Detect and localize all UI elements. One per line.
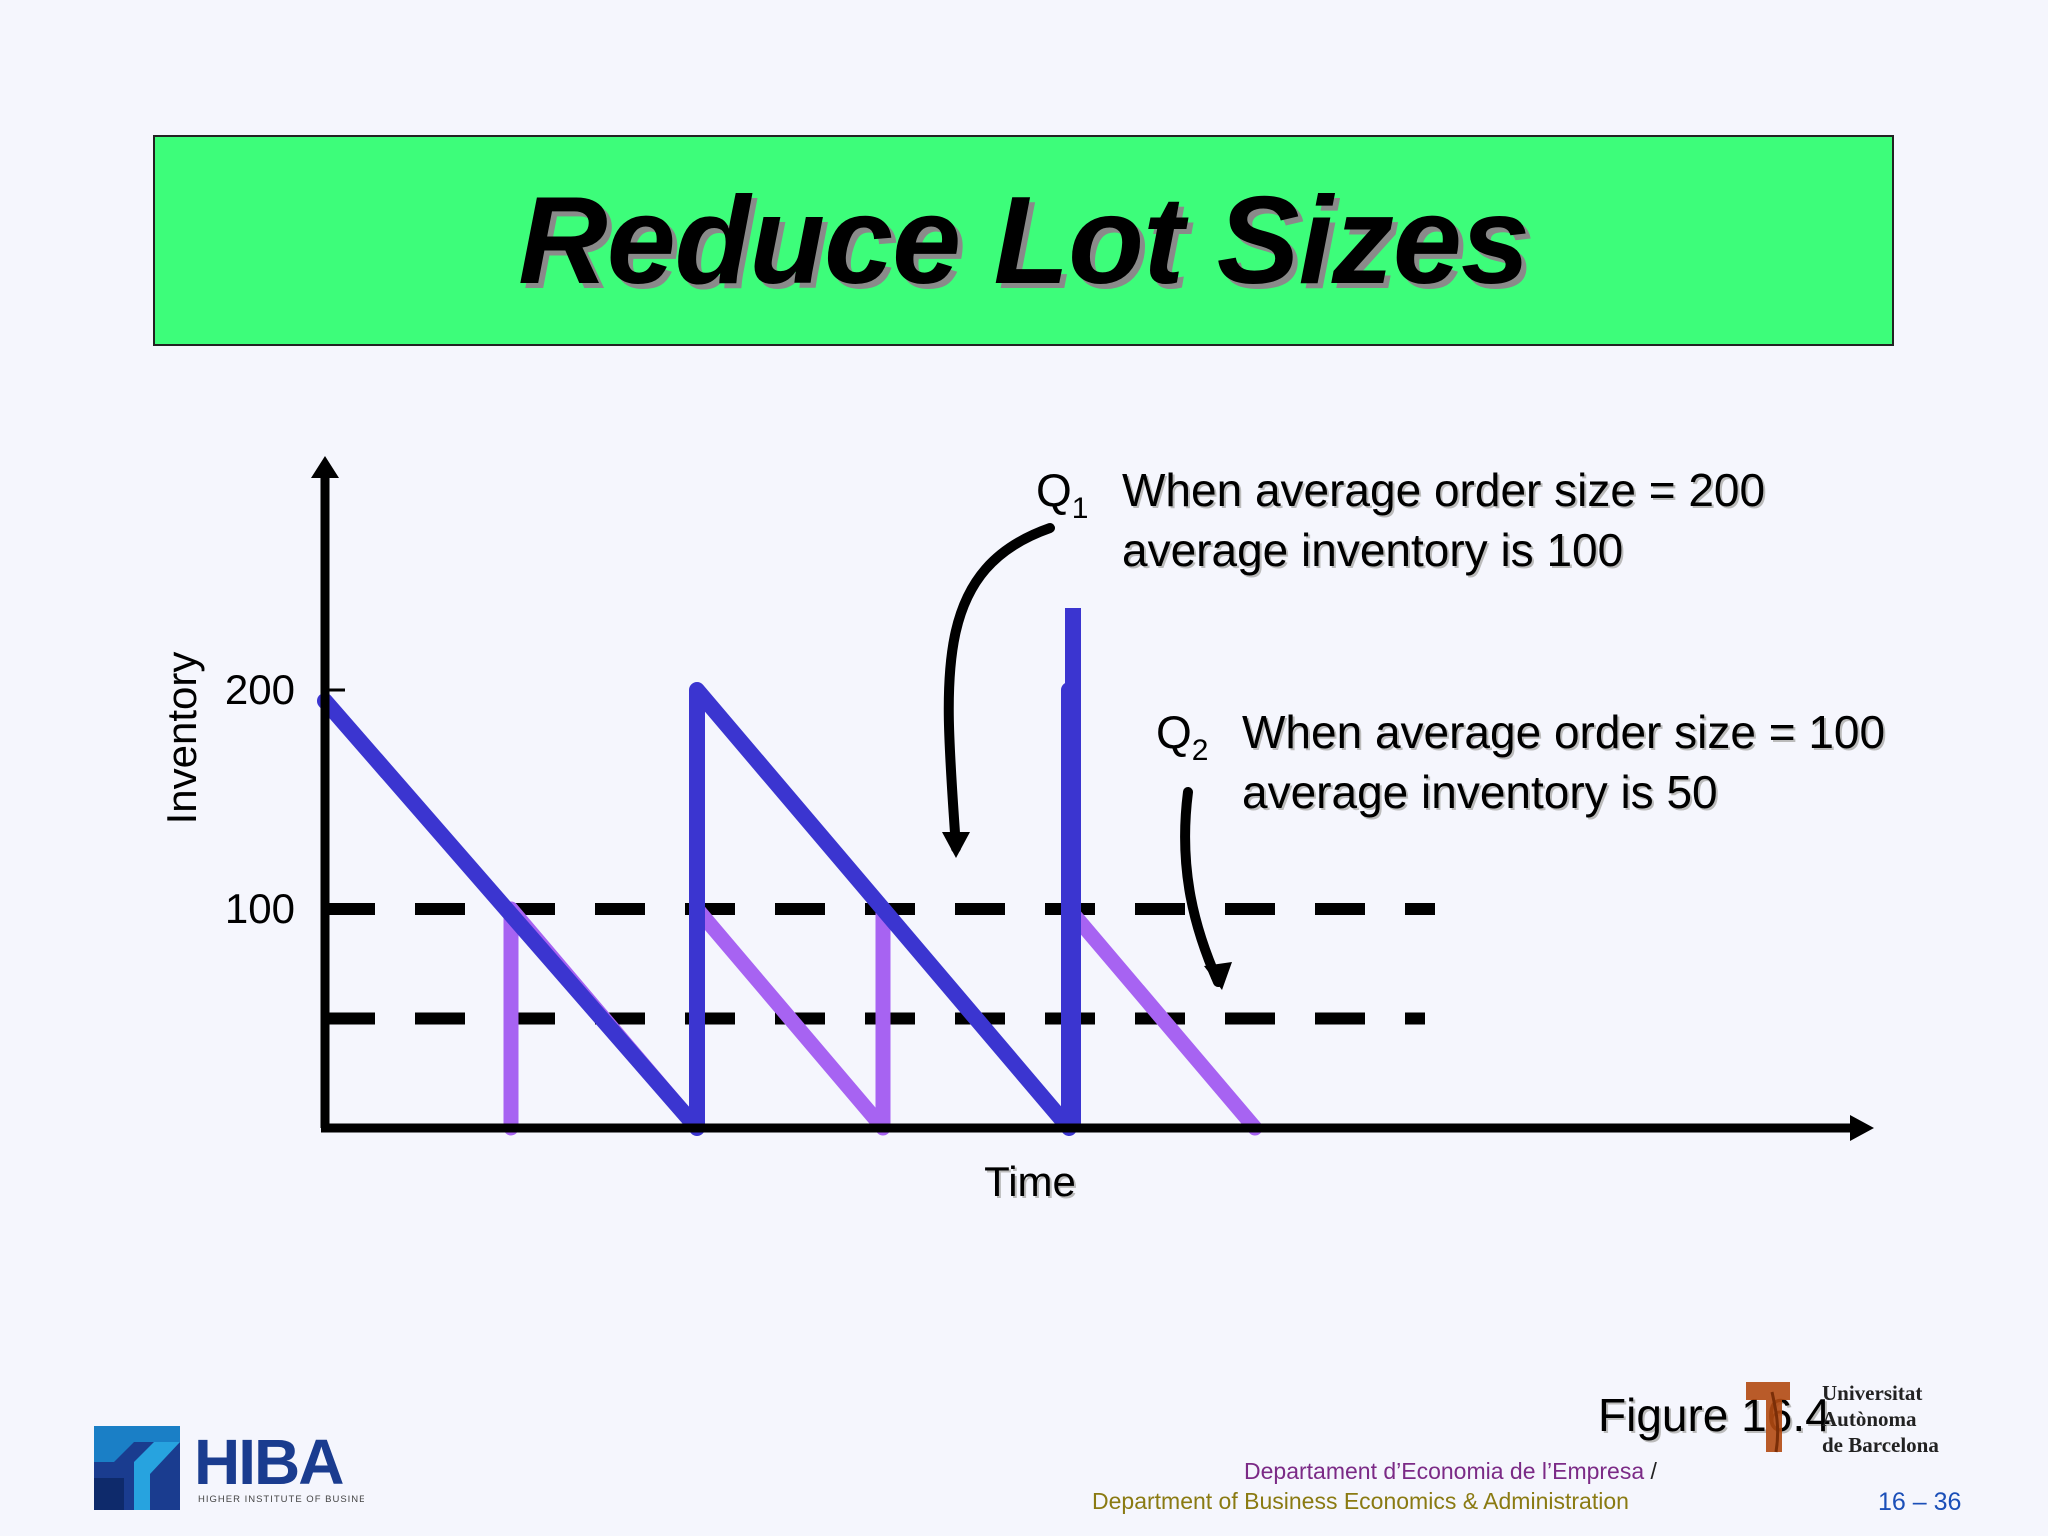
figure-label: Figure 16.4	[1598, 1389, 1831, 1441]
x-axis-label: Time	[984, 1158, 1076, 1205]
annotation-q2-label: Q2	[1156, 706, 1208, 767]
annotation-q1-arrow-icon	[943, 523, 1055, 853]
uab-name: Universitat Autònoma de Barcelona	[1822, 1381, 1939, 1457]
slide-title: Reduce Lot Sizes	[518, 171, 1530, 310]
department-slash: /	[1650, 1458, 1657, 1484]
annotation-q2-line-2: average inventory is 50	[1242, 766, 1718, 818]
annotation-q1-label: Q1	[1036, 464, 1088, 525]
department-catalan-text: Departament d’Economia de l’Empresa	[1244, 1458, 1645, 1484]
page-number: 16 – 36	[1878, 1488, 1962, 1516]
y-tick-label-100: 100	[225, 885, 295, 932]
annotation-q1-line-1: When average order size = 200	[1122, 464, 1765, 516]
department-catalan: Departament d’Economia de l’Empresa /	[1244, 1458, 1657, 1485]
y-axis-label: Inventory	[158, 652, 205, 825]
title-banner: Reduce Lot Sizes	[153, 135, 1894, 346]
uab-logo-icon	[1746, 1382, 1790, 1453]
x-axis-arrow-icon	[1850, 1115, 1874, 1141]
y-tick-label-200: 200	[225, 666, 295, 713]
annotation-q2-line-1: When average order size = 100	[1242, 706, 1885, 758]
annotation-q1-arrowhead-icon	[942, 832, 970, 858]
hiba-logo-text: HIBA	[194, 1426, 343, 1498]
annotation-q2-arrowhead-icon	[1204, 962, 1232, 990]
hiba-logo-sub: HIGHER INSTITUTE OF BUSINESS ADMINISTRAT…	[198, 1494, 364, 1505]
department-english: Department of Business Economics & Admin…	[1092, 1488, 1629, 1514]
annotation-q2-arrow-icon	[1180, 787, 1223, 987]
annotation-q1-line-2: average inventory is 100	[1122, 524, 1623, 576]
hiba-logo: HIBA HIGHER INSTITUTE OF BUSINESS ADMINI…	[94, 1426, 364, 1510]
y-axis-arrow-icon	[311, 456, 339, 478]
